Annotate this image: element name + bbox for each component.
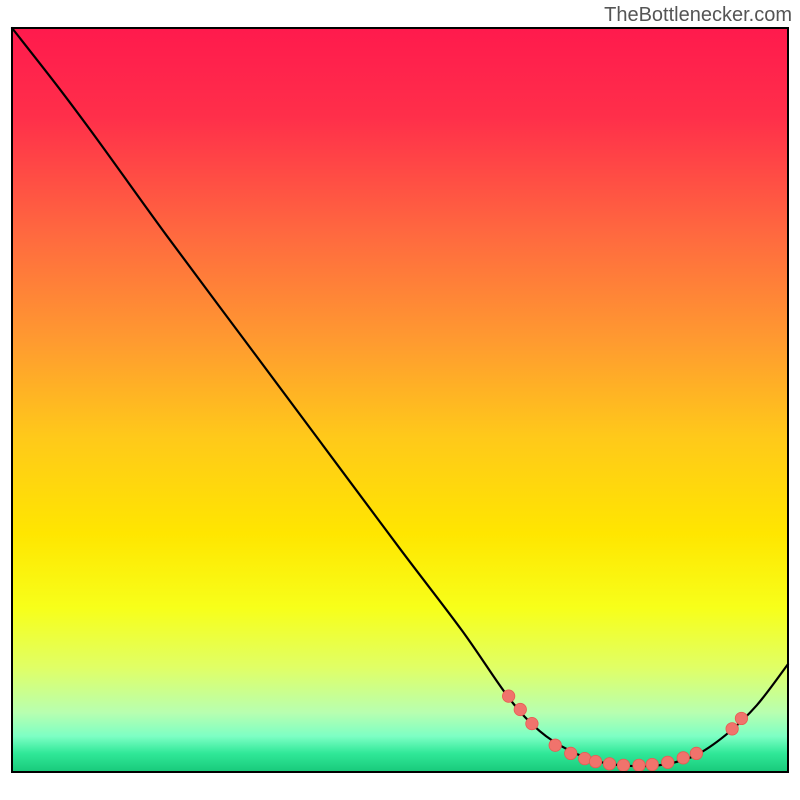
data-marker xyxy=(578,752,590,764)
data-marker xyxy=(677,752,689,764)
data-marker xyxy=(549,739,561,751)
bottleneck-chart xyxy=(0,0,800,800)
data-marker xyxy=(526,717,538,729)
data-marker xyxy=(633,759,645,771)
chart-container: TheBottlenecker.com xyxy=(0,0,800,800)
data-marker xyxy=(690,747,702,759)
data-marker xyxy=(662,756,674,768)
data-marker xyxy=(589,755,601,767)
data-marker xyxy=(603,758,615,770)
data-marker xyxy=(726,723,738,735)
data-marker xyxy=(646,758,658,770)
data-marker xyxy=(502,690,514,702)
chart-background xyxy=(12,28,788,772)
data-marker xyxy=(565,747,577,759)
data-marker xyxy=(735,712,747,724)
watermark-text: TheBottlenecker.com xyxy=(604,4,792,27)
data-marker xyxy=(514,703,526,715)
data-marker xyxy=(617,759,629,771)
